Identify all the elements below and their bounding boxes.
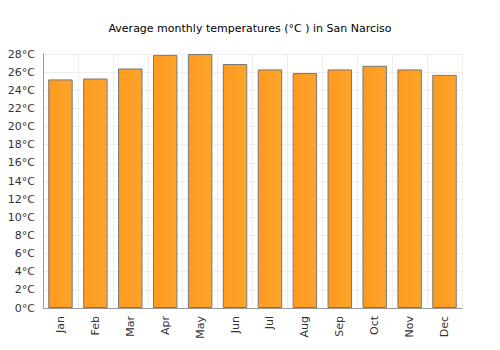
svg-text:Average monthly temperatures (: Average monthly temperatures (°C ) in Sa… [108, 22, 391, 35]
svg-text:12°C: 12°C [8, 193, 35, 206]
svg-text:28°C: 28°C [8, 48, 35, 61]
svg-text:2°C: 2°C [15, 283, 35, 296]
svg-text:Nov: Nov [403, 316, 416, 338]
svg-text:0°C: 0°C [15, 302, 35, 315]
svg-text:Mar: Mar [124, 316, 137, 337]
svg-text:Jan: Jan [54, 316, 67, 334]
svg-text:Jul: Jul [263, 316, 276, 330]
svg-text:Oct: Oct [368, 315, 381, 335]
svg-text:Sep: Sep [333, 316, 346, 337]
svg-text:26°C: 26°C [8, 66, 35, 79]
svg-text:16°C: 16°C [8, 156, 35, 169]
svg-text:24°C: 24°C [8, 84, 35, 97]
svg-text:Apr: Apr [159, 316, 172, 336]
svg-text:Feb: Feb [89, 316, 102, 335]
svg-text:6°C: 6°C [15, 247, 35, 260]
svg-text:Jun: Jun [229, 316, 242, 334]
svg-text:18°C: 18°C [8, 138, 35, 151]
svg-text:22°C: 22°C [8, 102, 35, 115]
svg-text:14°C: 14°C [8, 175, 35, 188]
svg-text:20°C: 20°C [8, 120, 35, 133]
svg-text:May: May [194, 316, 207, 339]
svg-text:10°C: 10°C [8, 211, 35, 224]
svg-text:8°C: 8°C [15, 229, 35, 242]
svg-text:Dec: Dec [438, 316, 451, 337]
svg-text:Aug: Aug [298, 316, 311, 337]
svg-text:4°C: 4°C [15, 265, 35, 278]
